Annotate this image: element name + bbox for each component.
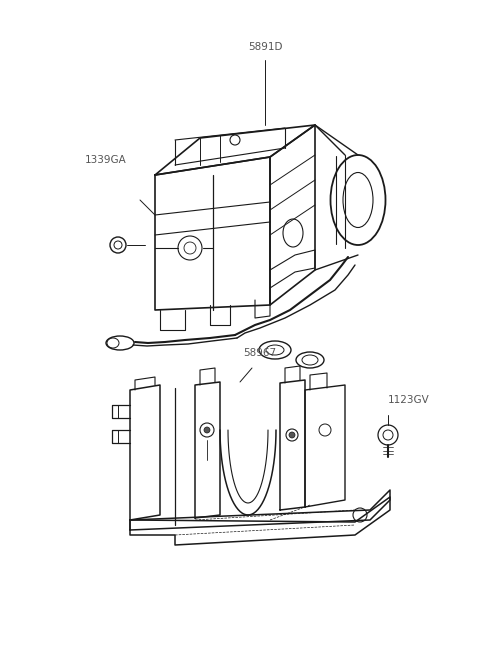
Text: 58967: 58967 (243, 348, 276, 358)
Circle shape (289, 432, 295, 438)
Circle shape (204, 427, 210, 433)
Text: 1339GA: 1339GA (85, 155, 127, 165)
Text: 5891D: 5891D (248, 42, 282, 52)
Text: 1123GV: 1123GV (388, 395, 430, 405)
